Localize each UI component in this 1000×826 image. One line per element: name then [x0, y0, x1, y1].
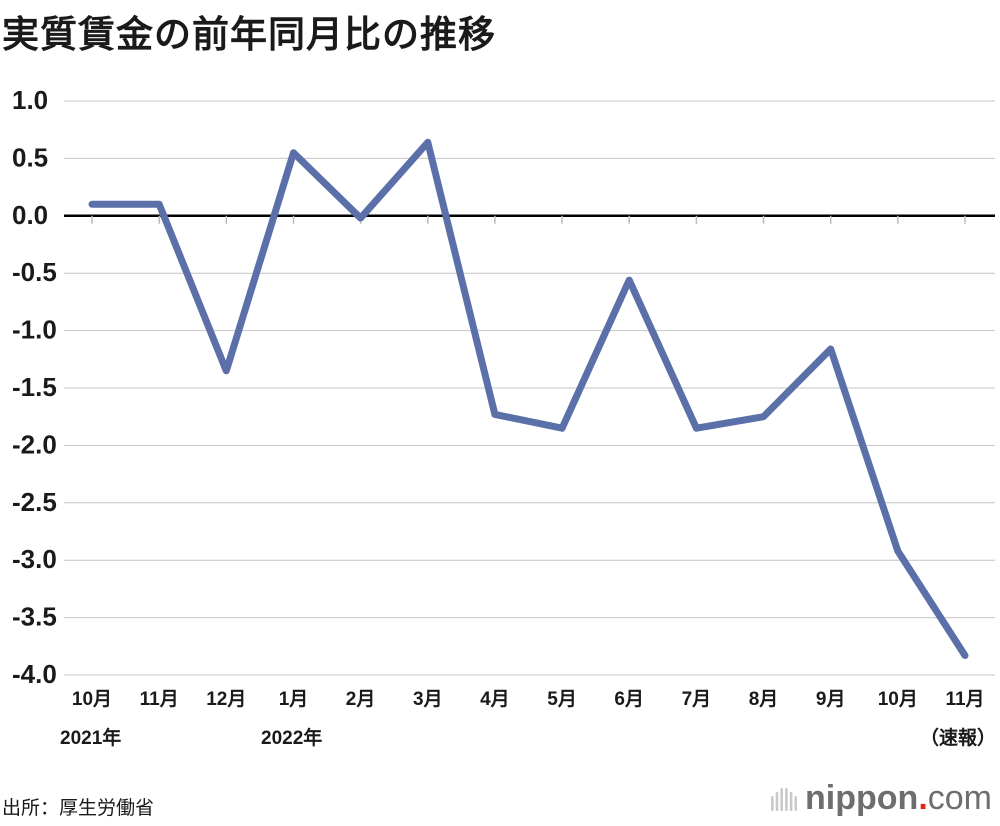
svg-text:-1.0: -1.0	[12, 315, 57, 345]
svg-text:2月: 2月	[346, 689, 376, 710]
svg-text:9月: 9月	[816, 689, 846, 710]
svg-text:11月: 11月	[945, 689, 984, 710]
svg-text:10月: 10月	[878, 689, 918, 710]
svg-text:6月: 6月	[614, 689, 644, 710]
svg-text:-3.0: -3.0	[12, 544, 57, 574]
svg-text:7月: 7月	[682, 689, 712, 710]
svg-text:3月: 3月	[413, 689, 443, 710]
svg-text:5月: 5月	[547, 689, 577, 710]
svg-text:1.0: 1.0	[12, 85, 48, 115]
svg-text:8月: 8月	[749, 689, 779, 710]
svg-text:0.0: 0.0	[12, 200, 48, 230]
svg-text:12月: 12月	[206, 689, 246, 710]
svg-text:10月: 10月	[72, 689, 112, 710]
svg-text:4月: 4月	[480, 689, 510, 710]
svg-text:-2.5: -2.5	[12, 487, 57, 517]
svg-text:-0.5: -0.5	[12, 257, 57, 287]
svg-text:-1.5: -1.5	[12, 372, 57, 402]
svg-text:0.5: 0.5	[12, 142, 48, 172]
svg-text:-2.0: -2.0	[12, 429, 57, 459]
svg-text:1月: 1月	[279, 689, 309, 710]
svg-text:-3.5: -3.5	[12, 602, 57, 632]
svg-text:11月: 11月	[140, 689, 179, 710]
svg-text:-4.0: -4.0	[12, 659, 57, 689]
